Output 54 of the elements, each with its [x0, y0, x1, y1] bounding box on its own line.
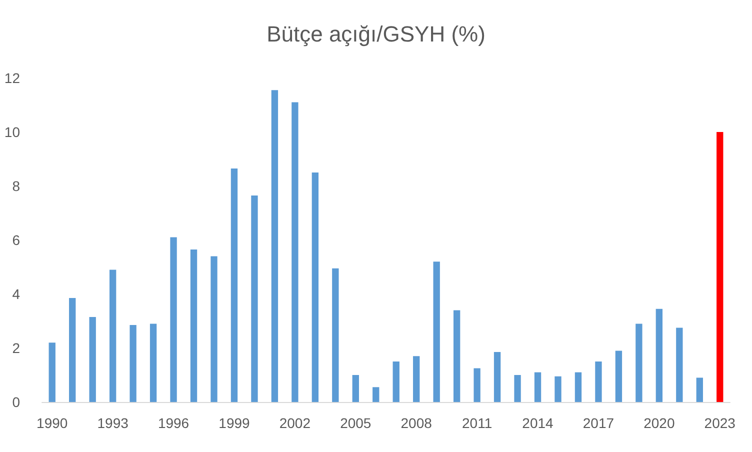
bar: [130, 325, 136, 402]
bar: [433, 262, 440, 402]
bar: [109, 270, 116, 402]
y-tick-label: 10: [4, 124, 20, 140]
x-tick-label: 2008: [400, 415, 432, 431]
x-tick-label: 2023: [704, 415, 736, 431]
x-tick-label: 1999: [218, 415, 250, 431]
y-tick-label: 12: [4, 70, 20, 86]
bar: [251, 195, 258, 402]
bar: [392, 362, 400, 402]
bar: [595, 362, 602, 402]
bar: [636, 324, 642, 402]
bar: [89, 316, 96, 402]
bar: [372, 387, 380, 402]
chart-title: Bütçe açığı/GSYH (%): [266, 22, 486, 46]
y-tick-label: 8: [12, 178, 20, 194]
bar: [696, 378, 703, 402]
x-tick-label: 2014: [522, 415, 554, 431]
x-tick-label: 1993: [97, 415, 129, 431]
x-tick-label: 1996: [158, 415, 190, 431]
bar: [615, 350, 622, 402]
bar: [716, 132, 724, 402]
bar: [48, 342, 56, 402]
bar: [69, 298, 76, 402]
bar: [352, 375, 359, 402]
bar: [230, 168, 238, 402]
bar: [292, 102, 298, 402]
x-tick-label: 2020: [644, 415, 675, 431]
bar: [494, 352, 501, 402]
y-tick-label: 6: [12, 232, 20, 248]
bar: [271, 90, 278, 402]
x-tick-label: 1990: [36, 415, 68, 431]
bar: [190, 249, 198, 402]
bar: [474, 368, 480, 402]
bar: [150, 324, 157, 402]
bar: [210, 256, 218, 402]
bar: [534, 372, 542, 402]
x-tick-label: 2002: [279, 415, 311, 431]
y-tick-label: 0: [12, 394, 20, 410]
bar: [413, 356, 420, 402]
y-tick-label: 2: [12, 340, 20, 356]
x-tick-label: 2011: [462, 415, 492, 431]
bar: [312, 172, 319, 402]
bar: [574, 372, 582, 402]
bar: [554, 376, 562, 402]
bar: [453, 310, 460, 402]
bar: [514, 375, 521, 402]
y-tick-label: 4: [12, 286, 20, 302]
x-tick-label: 2017: [582, 415, 614, 431]
bar: [676, 328, 683, 402]
bar: [170, 237, 177, 402]
x-tick-label: 2005: [340, 415, 372, 431]
bar: [656, 308, 663, 402]
bar: [332, 268, 339, 402]
